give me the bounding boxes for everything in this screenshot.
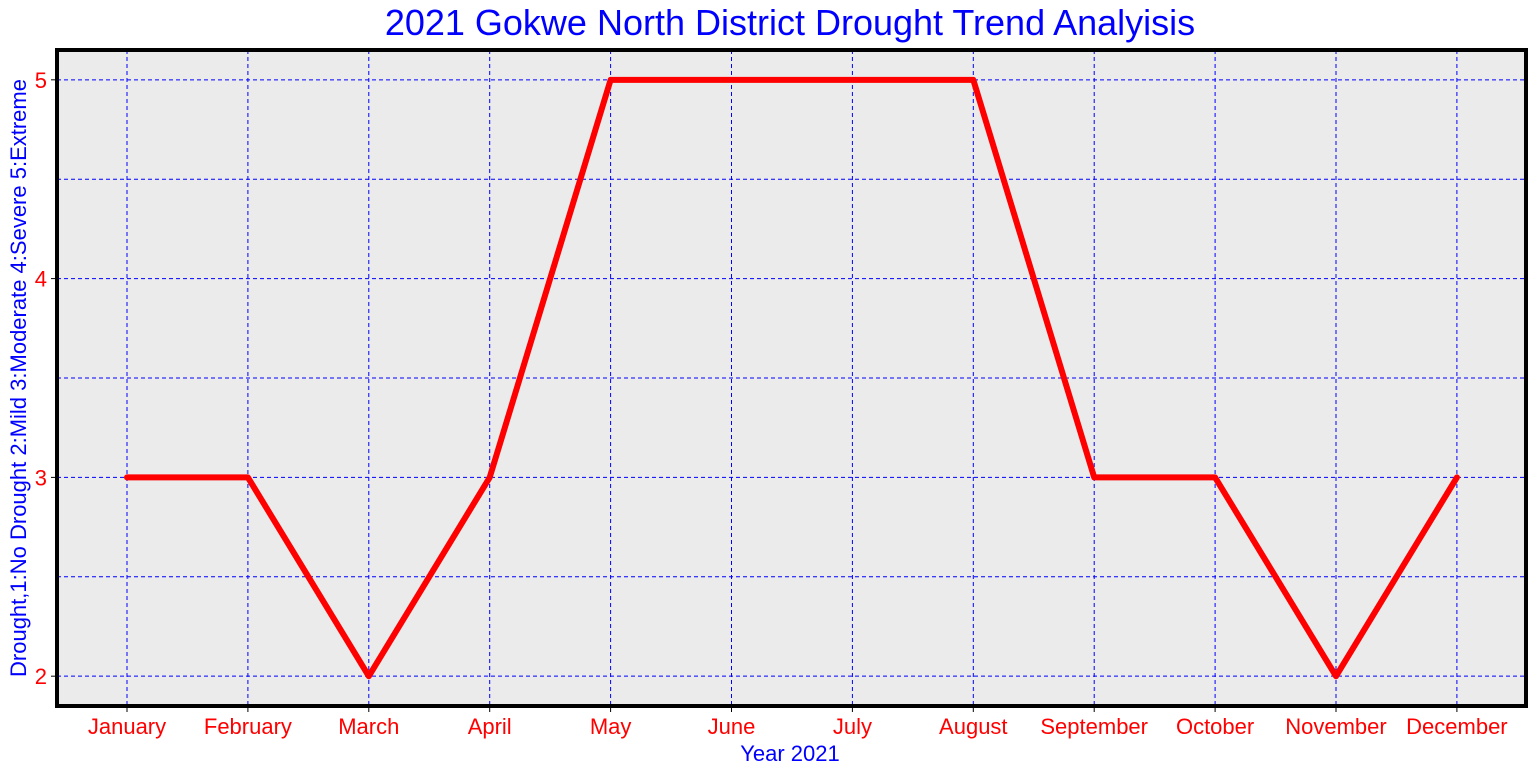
plot-area [57, 50, 1526, 706]
chart-title: 2021 Gokwe North District Drought Trend … [385, 2, 1195, 43]
y-axis-label: Drought,1:No Drought 2:Mild 3:Moderate 4… [6, 79, 31, 677]
x-tick-label: May [590, 714, 632, 739]
y-tick-label: 2 [35, 664, 47, 689]
x-tick-label: September [1040, 714, 1148, 739]
x-tick-label: July [833, 714, 872, 739]
x-tick-label: October [1176, 714, 1254, 739]
x-tick-label: December [1406, 714, 1507, 739]
x-axis-label: Year 2021 [740, 741, 840, 766]
x-axis-ticks: January February March April May June July Augu… [88, 706, 1508, 739]
x-tick-label: January [88, 714, 166, 739]
grid-lines [57, 50, 1526, 706]
series-group [124, 76, 1460, 680]
y-tick-label: 4 [35, 267, 47, 292]
y-tick-label: 3 [35, 465, 47, 490]
y-tick-label: 5 [35, 68, 47, 93]
x-tick-label: November [1285, 714, 1386, 739]
x-tick-label: August [939, 714, 1008, 739]
x-tick-label: June [708, 714, 756, 739]
y-axis-ticks: 2 3 4 5 [35, 68, 57, 689]
x-tick-label: April [468, 714, 512, 739]
x-tick-label: February [204, 714, 292, 739]
x-tick-label: March [338, 714, 399, 739]
series-line [124, 76, 1460, 680]
plot-frame [55, 48, 1528, 708]
